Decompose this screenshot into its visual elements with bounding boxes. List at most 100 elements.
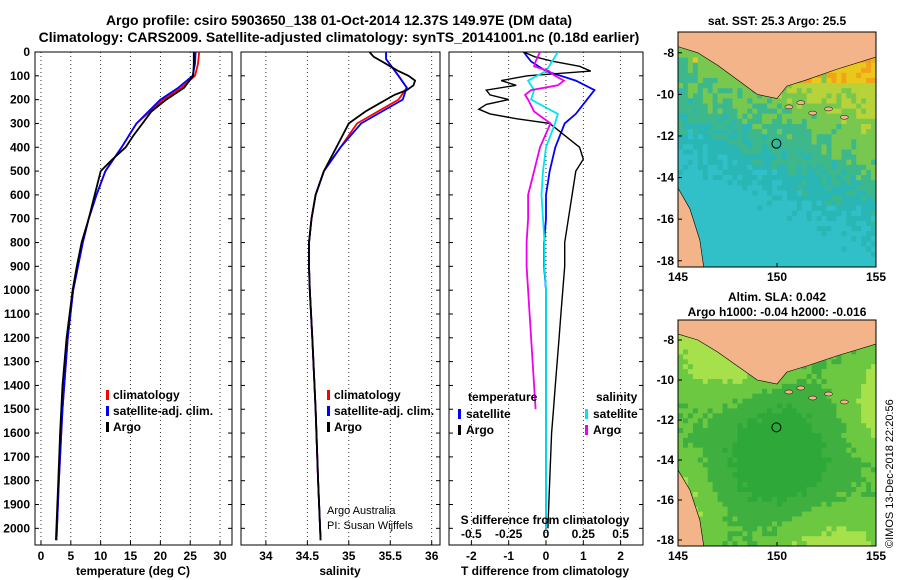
map-cell (732, 437, 738, 444)
map-cell (861, 221, 867, 227)
map-cell (732, 200, 738, 207)
map-cell (732, 379, 738, 385)
map-cell (841, 521, 847, 527)
map-cell (777, 241, 783, 248)
map-cell (816, 511, 823, 518)
map-cell (806, 226, 813, 232)
map-cell (821, 526, 827, 532)
map-cell (683, 447, 689, 454)
map-cell (811, 383, 818, 390)
map-cell (846, 487, 852, 493)
map-cell (821, 154, 827, 161)
map-cell (806, 256, 813, 263)
s-tick-label: 0 (543, 527, 550, 541)
map-cell (821, 241, 827, 248)
map-cell (732, 393, 738, 400)
map-cell (841, 185, 847, 191)
map-cell (841, 236, 847, 242)
island (808, 110, 817, 116)
profile-location-marker (771, 422, 782, 433)
map-cell (707, 516, 714, 522)
map-cell (801, 506, 808, 513)
map-cell (702, 200, 709, 207)
map-cell (702, 180, 709, 186)
map-cell (687, 67, 694, 74)
map-cell (772, 521, 778, 527)
map-cell (777, 124, 783, 130)
map-cell (772, 246, 778, 253)
map-cell (816, 72, 823, 79)
depth-tick-label: 1100 (4, 307, 30, 321)
map-cell (722, 246, 728, 253)
map-cell (777, 221, 783, 227)
map-cell (851, 169, 857, 176)
map-cell (707, 428, 714, 434)
map-cell (697, 506, 704, 513)
map-cell (866, 521, 872, 527)
map-cell (821, 423, 827, 429)
map-cell (742, 231, 748, 237)
map-cell (851, 526, 857, 532)
salinity-profile-chart: 34 34.5 35 35.5 36climatologysatellite-adj. … (241, 51, 440, 563)
map-cell (821, 205, 827, 212)
map-cell (727, 175, 733, 181)
map-cell (826, 437, 832, 444)
map-cell (851, 477, 857, 483)
map-cell (747, 190, 753, 197)
map-cell (871, 164, 876, 171)
map-cell (866, 57, 872, 64)
map-cell (861, 501, 867, 508)
map-cell (777, 452, 783, 459)
map-cell (692, 428, 699, 434)
map-cell (851, 462, 857, 468)
map-cell (777, 180, 783, 186)
map-cell (722, 423, 728, 429)
map-cell (727, 154, 733, 161)
map-cell (747, 93, 753, 99)
map-cell (866, 88, 872, 94)
map-cell (821, 501, 827, 508)
map-cell (816, 200, 823, 207)
map-cell (836, 364, 842, 370)
map-cell (762, 437, 768, 444)
map-cell (678, 398, 684, 405)
depth-tick-label: 1300 (3, 355, 30, 369)
map-cell (846, 442, 852, 449)
map-cell (861, 511, 867, 518)
map-cell (747, 452, 753, 459)
map-cell (678, 403, 684, 409)
map-cell (732, 139, 738, 145)
map-cell (737, 492, 743, 498)
map-cell (683, 349, 689, 355)
map-cell (697, 113, 704, 120)
map-cell (687, 364, 694, 370)
map-cell (692, 403, 699, 409)
map-cell (786, 418, 793, 424)
map-cell (841, 437, 847, 444)
map-cell (762, 215, 768, 222)
map-cell (841, 241, 847, 248)
map-cell (683, 418, 689, 424)
map-cell (767, 442, 773, 449)
map-cell (737, 447, 743, 454)
map-cell (712, 134, 719, 140)
map-cell (752, 154, 758, 161)
map-cell (722, 164, 728, 171)
map-cell (772, 388, 778, 395)
map-cell (831, 501, 837, 508)
map-cell (722, 477, 728, 483)
island (796, 100, 806, 105)
map-cell (727, 467, 733, 473)
map-cell (846, 418, 852, 424)
map-cell (811, 256, 818, 263)
map-cell (717, 98, 724, 105)
map-cell (826, 124, 832, 130)
map-cell (742, 98, 748, 105)
map-cell (752, 487, 758, 493)
map-cell (866, 383, 872, 390)
map-cell (742, 442, 748, 449)
map-cell (861, 154, 867, 161)
map-cell (717, 108, 724, 115)
map-cell (791, 506, 798, 513)
map-cell (826, 215, 832, 222)
